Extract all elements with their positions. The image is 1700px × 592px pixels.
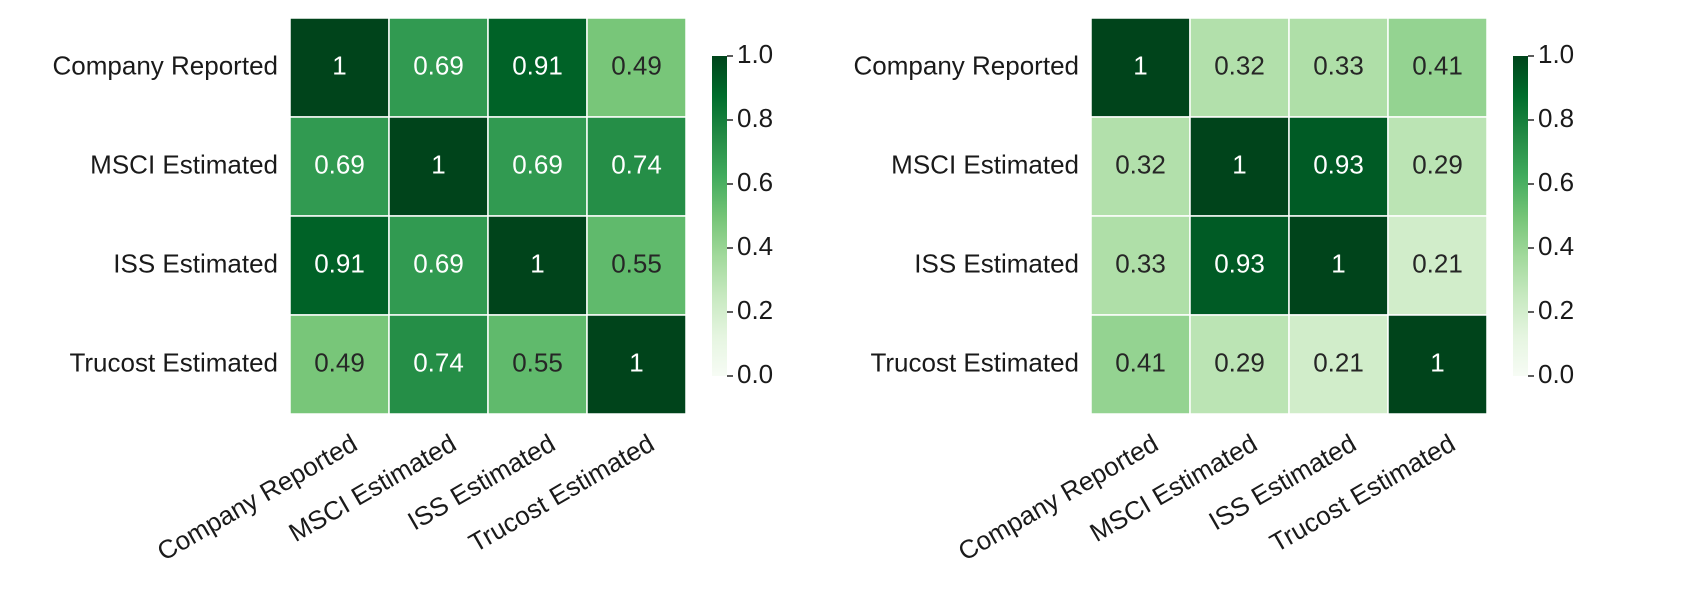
cell-label: 0.41 (1412, 50, 1463, 80)
heatmap-cell (1288, 314, 1389, 415)
y-tick-label: MSCI Estimated (891, 149, 1079, 179)
cell-label: 0.33 (1313, 50, 1364, 80)
heatmap-cell (586, 17, 687, 118)
cell-label: 0.69 (413, 248, 464, 278)
y-tick-label: Company Reported (854, 50, 1079, 80)
colorbar-tick-label: 0.2 (1538, 295, 1574, 325)
cell-label: 0.21 (1412, 248, 1463, 278)
heatmap-cell (1189, 314, 1290, 415)
cell-label: 1 (1430, 347, 1444, 377)
y-tick-label: Trucost Estimated (69, 347, 278, 377)
cell-label: 0.69 (314, 149, 365, 179)
heatmap-cell (1387, 17, 1488, 118)
colorbar-tick-label: 0.0 (1538, 359, 1574, 389)
cell-label: 0.74 (413, 347, 464, 377)
heatmap-cell (1090, 314, 1191, 415)
cell-label: 0.49 (314, 347, 365, 377)
heatmap-cell (487, 17, 588, 118)
cell-label: 0.33 (1115, 248, 1166, 278)
cell-label: 0.93 (1214, 248, 1265, 278)
colorbar-tick-label: 0.6 (737, 167, 773, 197)
colorbar-tick-label: 1.0 (737, 39, 773, 69)
y-tick-label: Company Reported (53, 50, 278, 80)
cell-label: 0.41 (1115, 347, 1166, 377)
cell-label: 0.91 (512, 50, 563, 80)
heatmap-cell (289, 17, 390, 118)
heatmap-cell (1387, 314, 1488, 415)
cell-label: 0.74 (611, 149, 662, 179)
cell-label: 0.55 (611, 248, 662, 278)
colorbar-tick-label: 0.4 (737, 231, 773, 261)
colorbar-tick-label: 0.8 (1538, 103, 1574, 133)
heatmap-cell (586, 116, 687, 217)
colorbar-tick-label: 0.2 (737, 295, 773, 325)
colorbar-tick-label: 0.0 (737, 359, 773, 389)
colorbar-tick-label: 0.8 (737, 103, 773, 133)
cell-label: 1 (1133, 50, 1147, 80)
cell-label: 0.69 (512, 149, 563, 179)
heatmap-cell (586, 314, 687, 415)
cell-label: 1 (629, 347, 643, 377)
colorbar (1513, 56, 1528, 376)
cell-label: 0.69 (413, 50, 464, 80)
y-tick-label: ISS Estimated (113, 248, 278, 278)
cell-label: 0.49 (611, 50, 662, 80)
heatmap-cell (1189, 17, 1290, 118)
colorbar-tick-label: 0.6 (1538, 167, 1574, 197)
colorbar (712, 56, 727, 376)
heatmap-cell (388, 116, 489, 217)
heatmap-cell (1189, 116, 1290, 217)
cell-label: 0.93 (1313, 149, 1364, 179)
x-tick-label: Trucost Estimated (463, 428, 659, 558)
colorbar-tick-label: 1.0 (1538, 39, 1574, 69)
heatmap-cell (388, 314, 489, 415)
cell-label: 1 (1232, 149, 1246, 179)
heatmap-cell (1090, 17, 1191, 118)
cell-label: 0.29 (1214, 347, 1265, 377)
x-tick-label: MSCI Estimated (283, 428, 461, 548)
heatmap-cell (1189, 215, 1290, 316)
heatmap-cell (388, 215, 489, 316)
x-tick-label: MSCI Estimated (1084, 428, 1262, 548)
heatmap-cell (289, 314, 390, 415)
y-tick-label: Trucost Estimated (870, 347, 1079, 377)
cell-label: 1 (431, 149, 445, 179)
cell-label: 1 (530, 248, 544, 278)
cell-label: 0.21 (1313, 347, 1364, 377)
cell-label: 1 (1331, 248, 1345, 278)
cell-label: 1 (332, 50, 346, 80)
y-tick-label: ISS Estimated (914, 248, 1079, 278)
colorbar-tick-label: 0.4 (1538, 231, 1574, 261)
heatmap-cell (586, 215, 687, 316)
cell-label: 0.55 (512, 347, 563, 377)
cell-label: 0.91 (314, 248, 365, 278)
heatmap-cell (1387, 215, 1488, 316)
cell-label: 0.29 (1412, 149, 1463, 179)
cell-label: 0.32 (1214, 50, 1265, 80)
y-tick-label: MSCI Estimated (90, 149, 278, 179)
heatmap-cell (1288, 215, 1389, 316)
cell-label: 0.32 (1115, 149, 1166, 179)
heatmap-cell (1387, 116, 1488, 217)
heatmap-cell (388, 17, 489, 118)
x-tick-label: Trucost Estimated (1264, 428, 1460, 558)
